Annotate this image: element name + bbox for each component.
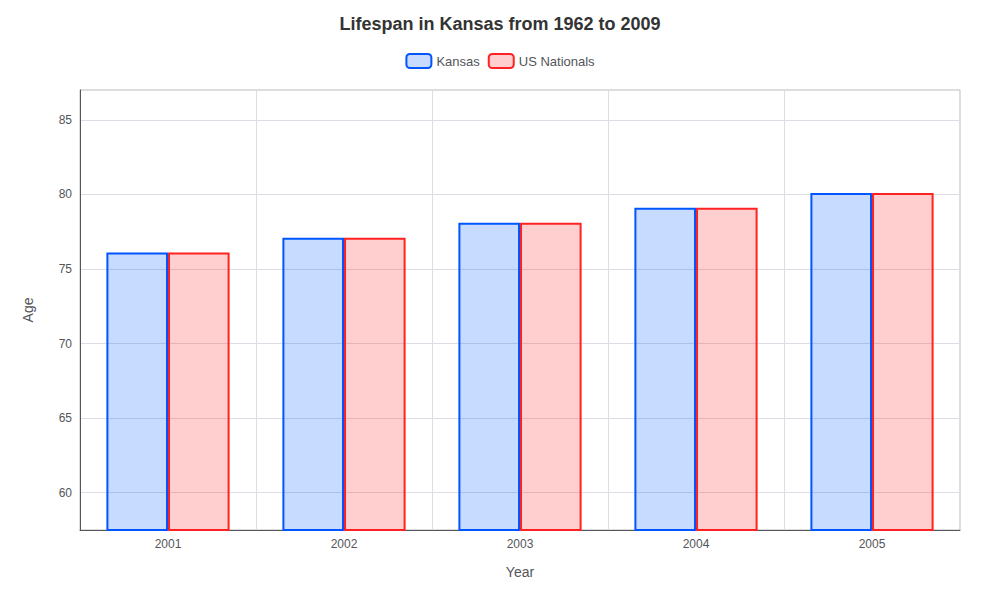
svg-text:2005: 2005 [859,537,886,551]
svg-text:Kansas: Kansas [436,54,480,69]
svg-text:80: 80 [59,187,73,201]
svg-text:Year: Year [506,564,535,580]
svg-text:2003: 2003 [507,537,534,551]
svg-text:2004: 2004 [683,537,710,551]
svg-text:2001: 2001 [155,537,182,551]
svg-text:70: 70 [59,337,73,351]
svg-text:75: 75 [59,262,73,276]
svg-text:60: 60 [59,486,73,500]
svg-text:Age: Age [20,297,36,322]
svg-text:65: 65 [59,411,73,425]
svg-text:US Nationals: US Nationals [519,54,595,69]
svg-text:Lifespan in Kansas from 1962 t: Lifespan in Kansas from 1962 to 2009 [339,14,660,34]
svg-text:2002: 2002 [331,537,358,551]
svg-text:85: 85 [59,113,73,127]
